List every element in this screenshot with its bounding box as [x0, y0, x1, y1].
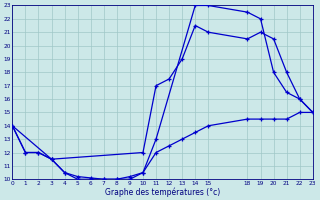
X-axis label: Graphe des températures (°c): Graphe des températures (°c): [105, 187, 220, 197]
